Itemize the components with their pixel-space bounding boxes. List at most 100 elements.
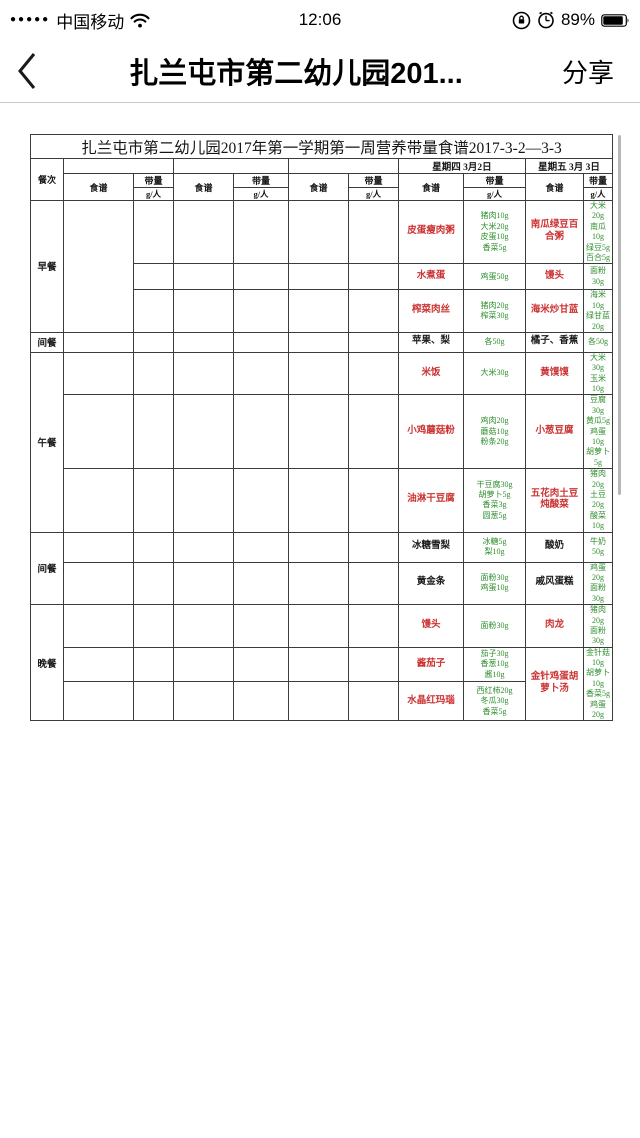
dish-cell: 皮蛋瘦肉粥 [398, 199, 464, 265]
status-bar: ●●●●● 中国移动 12:06 89% [0, 0, 640, 40]
menu-row: 黄金条 面粉30g 鸡蛋10g 戚风蛋糕 鸡蛋20g 面粉30g [31, 561, 614, 606]
menu-row: 晚餐 馒头 面粉30g 肉龙 猪肉20g 面粉30g [30, 604, 614, 722]
wifi-icon [130, 13, 150, 27]
empty-cell [63, 604, 134, 648]
dish-cell: 酱茄子 [398, 646, 464, 683]
header-menu: 食谱 [173, 173, 234, 201]
empty-cell [133, 199, 174, 265]
dish-cell: 小葱豆腐 [525, 394, 584, 470]
empty-cell [233, 531, 289, 563]
dish-cell: 黄金条 [398, 561, 464, 606]
dish-cell: 海米炒甘蓝 [525, 289, 584, 333]
header-amount: 带量 [582, 173, 614, 188]
empty-cell [348, 351, 399, 396]
empty-cell [133, 289, 174, 333]
empty-cell [348, 394, 399, 470]
amount-cell: 猪肉20g 土豆20g 酸菜10g [582, 468, 614, 533]
empty-cell [173, 468, 234, 533]
empty-cell [173, 289, 234, 333]
empty-cell [348, 331, 399, 353]
empty-cell [288, 263, 349, 291]
header-menu: 食谱 [398, 173, 464, 201]
amount-cell: 鸡蛋20g 面粉30g [582, 561, 614, 606]
empty-cell [173, 394, 234, 470]
header-unit: g/人 [233, 187, 289, 201]
menu-row: 早餐 皮蛋瘦肉粥 猪肉10g 大米20g 皮蛋10g 香菜5g 南瓜绿豆百合粥 … [30, 199, 614, 333]
amount-cell: 西红柿20g 冬瓜30g 香菜5g [463, 681, 526, 722]
back-button[interactable] [0, 51, 48, 91]
amount-cell: 大米30g 玉米10g [582, 351, 614, 396]
empty-cell [173, 351, 234, 396]
amount-cell: 干豆腐30g 胡萝卜5g 香菜3g 圆葱5g [463, 468, 526, 533]
empty-cell [173, 199, 234, 265]
doc-scrollbar[interactable] [618, 135, 621, 495]
empty-cell [348, 468, 399, 533]
dish-cell: 橘子、香蕉 [525, 331, 584, 353]
empty-cell [63, 394, 134, 470]
amount-cell: 面粉30g 鸡蛋10g [463, 561, 526, 606]
empty-cell [173, 331, 234, 353]
empty-cell [133, 681, 174, 722]
header-amount: 带量 [133, 173, 174, 188]
header-thursday: 星期四 3月2日 [398, 158, 526, 174]
empty-cell [63, 351, 134, 396]
amount-cell: 面粉30g [463, 604, 526, 648]
menu-row: 间餐 苹果、梨 各50g 橘子、香蕉 各50g [30, 331, 614, 353]
empty-cell [233, 561, 289, 606]
status-left: ●●●●● 中国移动 [10, 8, 150, 33]
alarm-clock-icon [538, 11, 554, 29]
empty-cell [133, 531, 174, 563]
dish-cell: 油淋干豆腐 [398, 468, 464, 533]
dish-cell: 水煮蛋 [398, 263, 464, 291]
signal-strength-icon: ●●●●● [10, 14, 51, 25]
empty-cell [63, 468, 134, 533]
amount-cell: 海米10g 绿甘蓝20g [582, 289, 614, 333]
amount-cell: 金针菇10g 胡萝卜10g 香菜5g 鸡蛋20g [582, 646, 614, 722]
empty-cell [63, 561, 134, 606]
empty-cell [233, 681, 289, 722]
header-unit: g/人 [582, 187, 614, 201]
header-meal: 餐次 [30, 158, 64, 201]
empty-cell [233, 394, 289, 470]
amount-cell: 猪肉20g 榨菜30g [463, 289, 526, 333]
dish-cell: 水晶红玛瑙 [398, 681, 464, 722]
empty-cell [288, 604, 349, 648]
menu-row: 小鸡蘑菇粉 鸡肉20g 蘑菇10g 粉条20g 小葱豆腐 豆腐30g 黄瓜5g … [31, 394, 614, 470]
dish-cell: 黄馍馍 [525, 351, 584, 396]
empty-cell [63, 200, 134, 333]
empty-cell [63, 646, 134, 683]
share-button[interactable]: 分享 [561, 57, 614, 88]
meal-label-snack-pm: 间餐 [30, 531, 64, 606]
menu-row: 水煮蛋 鸡蛋50g 馒头 面粉30g [31, 263, 614, 291]
amount-cell: 大米30g [463, 351, 526, 396]
empty-cell [288, 289, 349, 333]
empty-cell [233, 289, 289, 333]
empty-cell [63, 331, 134, 353]
amount-cell: 冰糖5g 梨10g [463, 531, 526, 563]
menu-table: 扎兰屯市第二幼儿园2017年第一学期第一周营养带量食谱2017-3-2—3-3 … [29, 134, 614, 722]
dish-cell: 酸奶 [525, 531, 584, 563]
empty-cell [173, 646, 234, 683]
chevron-left-icon [18, 53, 36, 89]
battery-icon [601, 13, 629, 27]
amount-cell: 各50g [463, 331, 526, 353]
amount-cell: 鸡蛋50g [463, 263, 526, 291]
amount-cell: 鸡肉20g 蘑菇10g 粉条20g [463, 394, 526, 470]
empty-cell [288, 331, 349, 353]
empty-cell [348, 199, 399, 265]
dish-cell: 冰糖雪梨 [398, 531, 464, 563]
document-viewer: 扎兰屯市第二幼儿园2017年第一学期第一周营养带量食谱2017-3-2—3-3 … [0, 104, 640, 1138]
empty-cell [173, 604, 234, 648]
menu-row: 榨菜肉丝 猪肉20g 榨菜30g 海米炒甘蓝 海米10g 绿甘蓝20g [31, 289, 614, 333]
table-title: 扎兰屯市第二幼儿园2017年第一学期第一周营养带量食谱2017-3-2—3-3 [29, 134, 614, 159]
amount-cell: 茄子30g 香葱10g 酱10g [463, 646, 526, 683]
meal-label-lunch: 午餐 [30, 351, 64, 533]
dish-cell: 金针鸡蛋胡萝卜汤 [525, 646, 584, 722]
empty-cell [288, 646, 349, 683]
menu-row: 间餐 冰糖雪梨 冰糖5g 梨10g 酸奶 牛奶50g [30, 531, 614, 606]
dish-cell: 五花肉土豆炖酸菜 [525, 468, 584, 533]
header-unit: g/人 [348, 187, 399, 201]
empty-cell [133, 331, 174, 353]
carrier-label: 中国移动 [56, 12, 125, 32]
